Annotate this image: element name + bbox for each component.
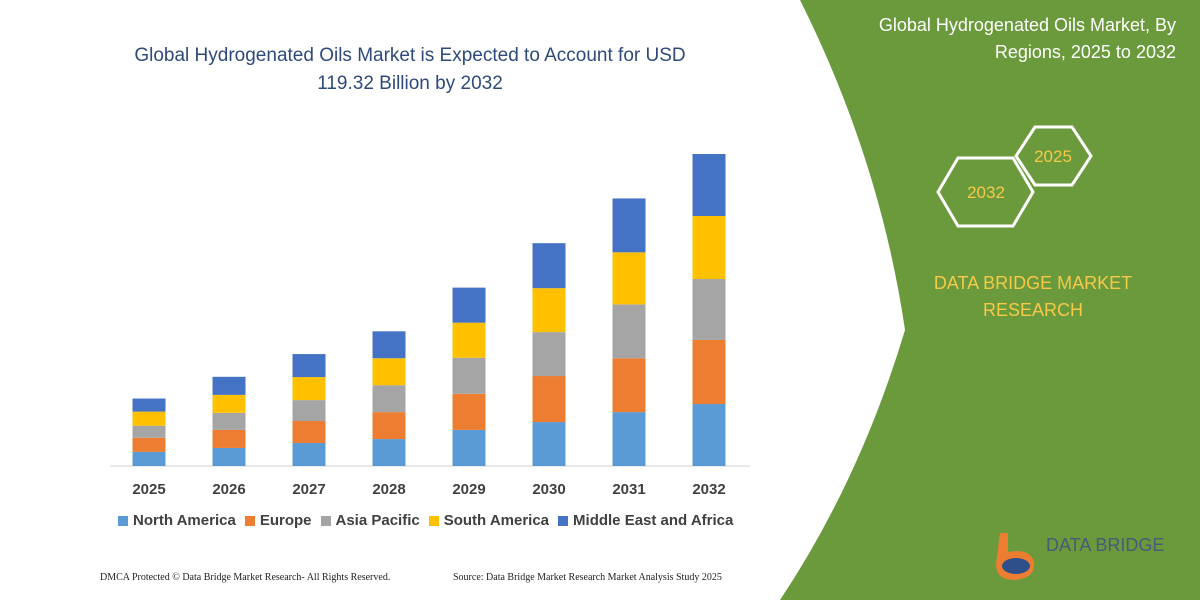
- legend-label: Asia Pacific: [335, 512, 420, 529]
- legend-label: North America: [133, 512, 236, 529]
- legend: North America Europe Asia Pacific South Ame…: [118, 512, 733, 529]
- bar-segment: [132, 451, 166, 466]
- bar-segment: [212, 412, 246, 430]
- bar-segment: [452, 429, 486, 466]
- green-panel: [780, 0, 1200, 600]
- x-tick-label: 2030: [532, 481, 565, 498]
- logo-text: DATA BRIDGE: [1046, 535, 1165, 555]
- bar-segment: [212, 447, 246, 466]
- bar-segment: [532, 332, 566, 377]
- bar-segment: [212, 394, 246, 413]
- hexagon-label: 2025: [1034, 147, 1072, 166]
- bar-segment: [452, 393, 486, 430]
- bar-segment: [372, 331, 406, 359]
- legend-swatch: [118, 515, 128, 526]
- chart-title: Global Hydrogenated Oils Market is Expec…: [134, 45, 686, 94]
- x-tick-label: 2028: [372, 481, 405, 498]
- bar-segment: [372, 358, 406, 386]
- x-tick-label: 2025: [132, 481, 165, 498]
- hexagon: [936, 156, 1035, 228]
- bar-segment: [452, 357, 486, 394]
- bar-segment: [532, 288, 566, 333]
- legend-label: Middle East and Africa: [573, 512, 734, 529]
- bar-segment: [612, 252, 646, 305]
- bar-segment: [372, 439, 406, 466]
- legend-item: Europe: [244, 512, 312, 529]
- footer-right: Source: Data Bridge Market Research Mark…: [453, 572, 722, 583]
- logo-icon: [1002, 558, 1030, 574]
- brand: DATA BRIDGE MARKET RESEARCH: [933, 273, 1133, 320]
- bar-segment: [612, 412, 646, 466]
- bar-segment: [692, 154, 726, 216]
- legend-label: Europe: [259, 512, 312, 529]
- bar-segment: [132, 425, 166, 438]
- bar-segment: [292, 400, 326, 422]
- bar-segment: [612, 358, 646, 413]
- bar-segment: [452, 287, 486, 323]
- bar-segment: [612, 304, 646, 359]
- hexagon: [1014, 125, 1093, 187]
- bar-segment: [692, 215, 726, 280]
- hexagon-label: 2032: [967, 183, 1005, 202]
- bar-segment: [292, 421, 326, 443]
- bar-segment: [132, 398, 166, 412]
- legend-swatch: [244, 515, 255, 526]
- legend-item: North America: [118, 512, 236, 529]
- bar-segment: [532, 376, 566, 423]
- bar-segment: [372, 412, 406, 440]
- bar-segment: [132, 437, 166, 452]
- bar-segment: [532, 243, 566, 289]
- bar-segment: [292, 442, 326, 466]
- bar-segment: [692, 339, 726, 405]
- x-tick-label: 2031: [612, 481, 645, 498]
- bar-segment: [212, 429, 246, 448]
- bar-segment: [532, 422, 566, 466]
- bar-segment: [692, 279, 726, 340]
- legend-label: South America: [443, 512, 550, 529]
- legend-item: Middle East and Africa: [558, 512, 733, 529]
- legend-swatch: [428, 515, 439, 526]
- x-tick-label: 2026: [212, 481, 245, 498]
- legend-item: Asia Pacific: [320, 512, 420, 529]
- bar-segment: [452, 322, 486, 358]
- bar-segment: [372, 385, 406, 413]
- legend-swatch: [320, 515, 331, 526]
- footer-left: DMCA Protected © Data Bridge Market Rese…: [100, 572, 391, 583]
- bar-segment: [212, 376, 246, 395]
- x-tick-label: 2029: [452, 481, 485, 498]
- x-tick-label: 2032: [692, 481, 725, 498]
- bar-segment: [292, 377, 326, 401]
- legend-swatch: [558, 515, 569, 526]
- legend-item: South America: [428, 512, 550, 529]
- bar-segment: [612, 198, 646, 253]
- x-tick-label: 2027: [292, 481, 325, 498]
- bar-segment: [692, 404, 726, 466]
- panel-title: Global Hydrogenated Oils Market, By Regi…: [878, 15, 1176, 62]
- bar-segment: [292, 354, 326, 378]
- bar-segment: [132, 411, 166, 426]
